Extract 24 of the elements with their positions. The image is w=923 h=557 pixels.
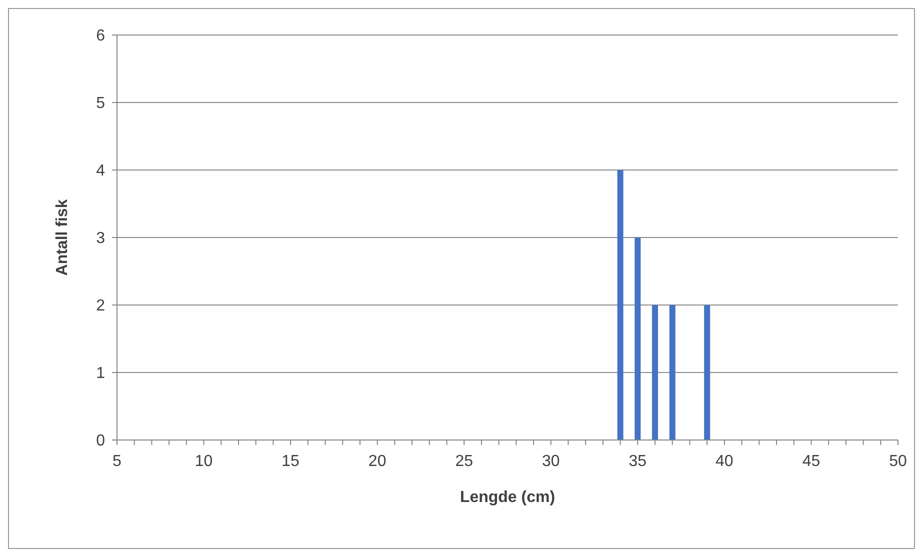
- x-tick-label: 10: [194, 453, 213, 470]
- x-tick-label: 25: [455, 453, 474, 470]
- bar: [617, 170, 624, 440]
- x-tick-label: 40: [716, 453, 734, 470]
- x-tick-label: 35: [628, 453, 647, 470]
- bar: [704, 305, 710, 440]
- y-tick-label: 6: [96, 28, 106, 45]
- y-tick-label: 3: [96, 230, 106, 248]
- bar: [669, 305, 676, 440]
- x-tick-label: 15: [282, 453, 300, 470]
- x-tick-label: 20: [368, 453, 386, 470]
- x-tick-label: 5: [112, 453, 122, 470]
- x-tick-label: 50: [889, 453, 907, 470]
- y-tick-label: 4: [96, 162, 106, 180]
- x-axis-title: Lengde (cm): [460, 489, 556, 506]
- x-tick-label: 45: [802, 453, 820, 470]
- y-tick-label: 1: [96, 365, 106, 382]
- y-axis-title: Antall fisk: [54, 199, 71, 276]
- y-tick-label: 5: [96, 95, 106, 112]
- y-tick-label: 0: [96, 432, 106, 450]
- x-tick-label: 30: [542, 453, 560, 470]
- bar: [652, 305, 658, 440]
- y-tick-label: 2: [96, 298, 106, 315]
- bar: [634, 238, 641, 440]
